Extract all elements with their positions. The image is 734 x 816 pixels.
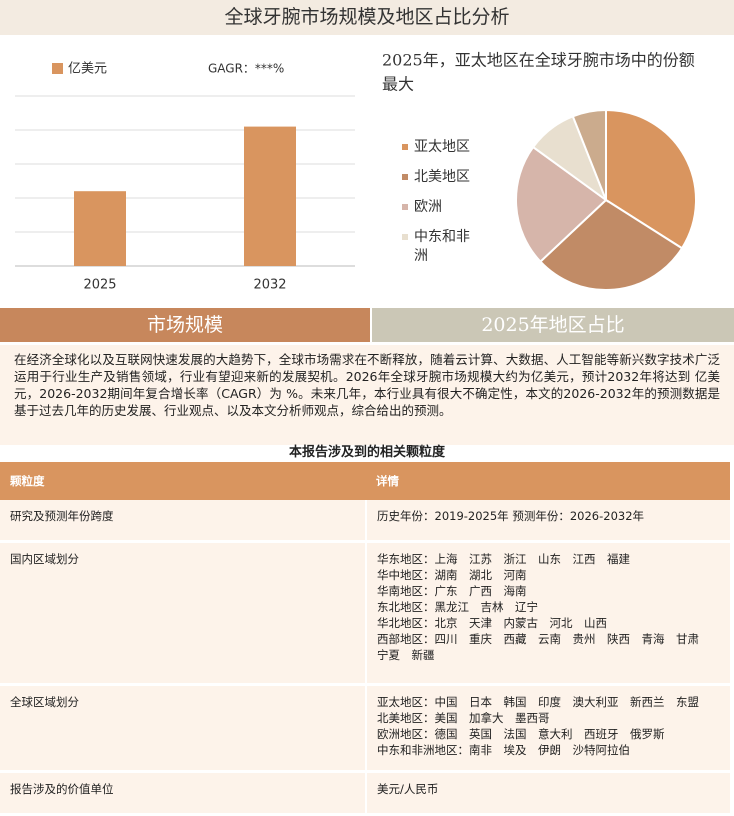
bar-chart: 亿美元 GAGR：***% 2025 2032 <box>15 62 355 293</box>
legend-label: 中东和非 <box>414 229 470 245</box>
tab: 2025年地区占比 <box>372 308 734 342</box>
cell-line: 亚太地区：中国 日本 韩国 印度 澳大利亚 新西兰 东盟 <box>377 695 699 709</box>
legend-swatch <box>402 144 408 150</box>
table-cell: 美元/人民币 <box>366 771 730 816</box>
legend-label: 北美地区 <box>414 169 470 185</box>
legend-label: 亿美元 <box>68 62 107 77</box>
bar <box>74 191 126 266</box>
cell-line: 华北地区：北京 天津 内蒙古 河北 山西 <box>377 616 607 630</box>
table-cell: 国内区域划分 <box>0 541 367 686</box>
legend-label: 亚太地区 <box>414 139 470 155</box>
cell-line: 西部地区：四川 重庆 西藏 云南 贵州 陕西 青海 甘肃 <box>377 632 699 646</box>
legend-swatch <box>52 63 63 74</box>
table-cell: 报告涉及的价值单位 <box>0 771 367 816</box>
cell-line: 北美地区：美国 加拿大 墨西哥 <box>377 711 550 725</box>
table-cell: 亚太地区：中国 日本 韩国 印度 澳大利亚 新西兰 东盟 北美地区：美国 加拿大 … <box>366 684 730 773</box>
tab: 市场规模 <box>0 308 370 342</box>
cell-line: 东北地区：黑龙江 吉林 辽宁 <box>377 600 538 614</box>
cell-line: 华东地区：上海 江苏 浙江 山东 江西 福建 <box>377 552 630 566</box>
cell-line: 欧洲地区：德国 英国 法国 意大利 西班牙 俄罗斯 <box>377 727 665 741</box>
legend-swatch <box>402 174 408 180</box>
x-tick-label: 2032 <box>253 278 286 293</box>
cell-line: 中东和非洲地区：南非 埃及 伊朗 沙特阿拉伯 <box>377 743 630 757</box>
table-header: 颗粒度 <box>0 462 366 500</box>
cell-line: 美元/人民币 <box>377 782 439 796</box>
table: 颗粒度 详情 研究及预测年份跨度 历史年份：2019-2025年 预测年份：2026… <box>0 462 730 816</box>
cell-line: 宁夏 新疆 <box>377 648 435 662</box>
page-title: 全球牙腕市场规模及地区占比分析 <box>0 0 734 35</box>
table-header: 详情 <box>366 462 730 500</box>
table-cell: 历史年份：2019-2025年 预测年份：2026-2032年 <box>366 500 730 543</box>
pie-slice <box>515 145 608 264</box>
legend-label: 欧洲 <box>414 199 442 215</box>
table-cell: 全球区域划分 <box>0 684 367 773</box>
bar <box>244 126 296 266</box>
table-cell: 研究及预测年份跨度 <box>0 500 367 543</box>
pie-slice <box>571 108 607 201</box>
cagr-label: GAGR：***% <box>208 62 284 76</box>
cell-line: 华南地区：广东 广西 海南 <box>377 584 527 598</box>
legend-label: 洲 <box>414 248 428 264</box>
pie-title: 最大 <box>382 75 414 94</box>
cell-line: 历史年份：2019-2025年 预测年份：2026-2032年 <box>377 509 645 523</box>
cell-line: 华中地区：湖南 湖北 河南 <box>377 568 527 582</box>
legend-swatch <box>402 204 408 210</box>
paragraph: 在经济全球化以及互联网快速发展的大趋势下，全球市场需求在不断释放，随着云计算、大… <box>0 345 734 445</box>
table-title: 本报告涉及到的相关颗粒度 <box>288 445 445 460</box>
pie-title: 2025年，亚太地区在全球牙腕市场中的份额 <box>382 51 695 70</box>
x-tick-label: 2025 <box>83 278 116 293</box>
table-cell: 华东地区：上海 江苏 浙江 山东 江西 福建 华中地区：湖南 湖北 河南 华南地区：… <box>366 541 730 686</box>
legend-swatch <box>402 234 408 240</box>
pie-slice <box>538 198 684 291</box>
